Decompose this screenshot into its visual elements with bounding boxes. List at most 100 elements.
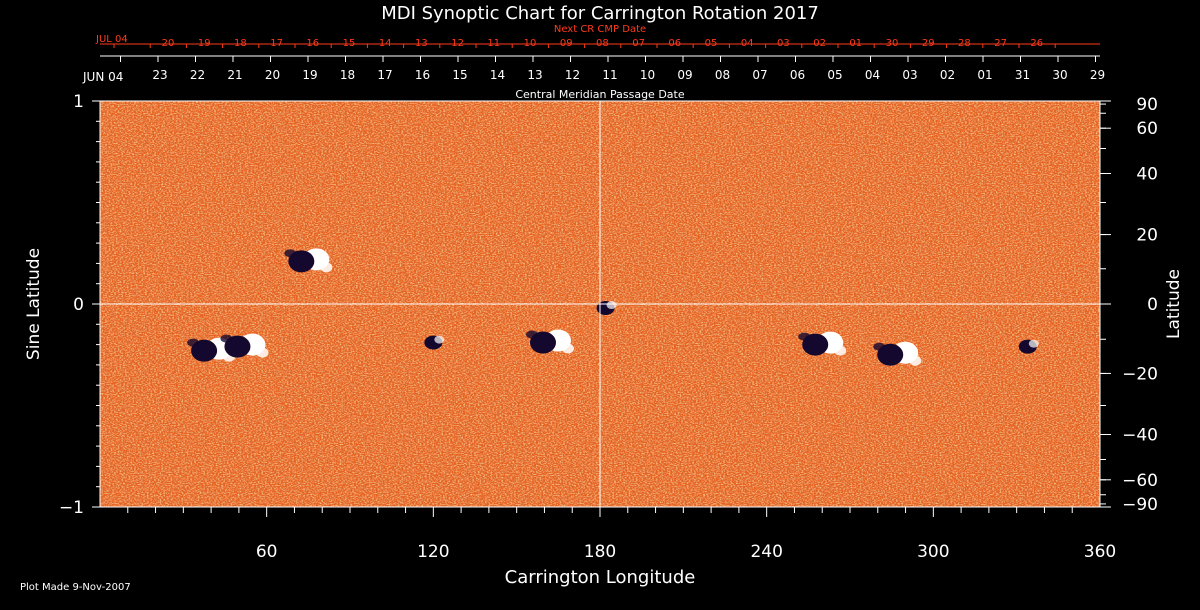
y-axis-label: Sine Latitude <box>24 248 44 360</box>
y-tick-label: −1 <box>59 498 84 518</box>
right-tick-label: 40 <box>1136 165 1158 185</box>
next-date-label: 06 <box>668 38 681 49</box>
positive-polarity-patch <box>1028 339 1039 348</box>
negative-polarity-patch <box>798 332 811 341</box>
next-date-label: 04 <box>741 38 754 49</box>
cmp-date-label: 22 <box>190 68 205 82</box>
right-tick-label: −20 <box>1122 364 1158 384</box>
x-tick-label: 360 <box>1084 542 1116 562</box>
cmp-date-label: 18 <box>340 68 355 82</box>
cmp-date-label: 19 <box>302 68 317 82</box>
cmp-date-label: 04 <box>865 68 880 82</box>
cmp-date-label: 07 <box>752 68 767 82</box>
cmp-date-label: 16 <box>415 68 430 82</box>
next-date-label: 11 <box>487 38 500 49</box>
cmp-date-label: 01 <box>977 68 992 82</box>
cmp-date-label: 20 <box>265 68 280 82</box>
sine-latitude-axis: 1 0 −1 <box>59 92 100 518</box>
right-tick-label: −60 <box>1122 471 1158 491</box>
next-date-label: 03 <box>777 38 790 49</box>
next-date-label: 18 <box>234 38 247 49</box>
cmp-date-label: 11 <box>602 68 617 82</box>
next-date-label: 10 <box>524 38 537 49</box>
cmp-date-label: 10 <box>640 68 655 82</box>
next-date-label: 28 <box>958 38 971 49</box>
negative-polarity-patch <box>220 334 233 343</box>
right-tick-label: 20 <box>1136 226 1158 246</box>
next-date-label: 19 <box>198 38 211 49</box>
cmp-start-label: JUN 04 <box>82 70 123 84</box>
positive-polarity-patch <box>256 347 269 358</box>
cmp-date-label: 05 <box>827 68 842 82</box>
x-axis-label: Carrington Longitude <box>505 567 696 588</box>
cmp-date-label: 09 <box>677 68 692 82</box>
active-region <box>1018 339 1039 354</box>
next-cmp-axis-label: Next CR CMP Date <box>554 24 646 35</box>
next-date-label: 17 <box>270 38 283 49</box>
next-date-label: 05 <box>705 38 718 49</box>
cmp-date-label: 23 <box>152 68 167 82</box>
next-date-label: 12 <box>451 38 464 49</box>
negative-polarity-patch <box>187 338 200 347</box>
negative-polarity-patch <box>526 330 538 339</box>
x-tick-label: 60 <box>256 542 278 562</box>
next-cmp-date-axis: JUL 04 20 19 18 17 16 15 14 13 12 11 10 09 08 07 06 05 04… <box>95 34 1100 49</box>
cmp-date-axis: JUN 04 23 22 21 20 19 18 17 16 15 14 13 12 11 10 09 08 07… <box>82 55 1105 84</box>
active-region <box>424 335 445 350</box>
negative-polarity-patch <box>284 249 297 258</box>
next-date-label: 09 <box>560 38 573 49</box>
y-tick-label: 0 <box>73 295 84 315</box>
right-axis-label: Latitude <box>1164 269 1184 339</box>
next-date-label: 15 <box>343 38 356 49</box>
negative-polarity-patch <box>873 342 886 351</box>
positive-polarity-patch <box>834 345 847 356</box>
x-tick-label: 240 <box>750 542 782 562</box>
cmp-date-label: 31 <box>1015 68 1030 82</box>
cmp-date-label: 29 <box>1090 68 1105 82</box>
cmp-axis-label: Central Meridian Passage Date <box>515 88 684 101</box>
next-date-label: 01 <box>849 38 862 49</box>
cmp-date-label: 30 <box>1052 68 1067 82</box>
cmp-date-label: 12 <box>565 68 580 82</box>
plot-made-note: Plot Made 9-Nov-2007 <box>20 582 131 593</box>
positive-polarity-patch <box>320 262 333 273</box>
x-tick-label: 300 <box>917 542 949 562</box>
next-date-label: 14 <box>379 38 392 49</box>
active-region <box>873 341 922 366</box>
active-region <box>220 333 269 358</box>
next-date-label: 30 <box>886 38 899 49</box>
cmp-date-label: 13 <box>527 68 542 82</box>
next-date-label: 26 <box>1030 38 1043 49</box>
active-region <box>526 329 574 354</box>
right-tick-label: 0 <box>1147 295 1158 315</box>
next-date-label: 07 <box>632 38 645 49</box>
next-date-label: 08 <box>596 38 609 49</box>
next-date-label: 02 <box>813 38 826 49</box>
active-region <box>798 331 847 356</box>
next-date-label: 29 <box>922 38 935 49</box>
cmp-date-label: 06 <box>790 68 805 82</box>
next-date-label: 20 <box>162 38 175 49</box>
longitude-axis: 60 120 180 240 300 360 <box>127 507 1116 562</box>
active-region <box>596 301 617 316</box>
positive-polarity-patch <box>606 301 617 310</box>
cmp-date-label: 08 <box>715 68 730 82</box>
next-date-label: 16 <box>306 38 319 49</box>
cmp-date-label: 03 <box>902 68 917 82</box>
right-tick-label: 90 <box>1136 95 1158 115</box>
positive-polarity-patch <box>434 335 445 344</box>
cmp-date-label: 02 <box>940 68 955 82</box>
right-tick-label: −90 <box>1122 495 1158 515</box>
next-start-label: JUL 04 <box>95 34 128 45</box>
positive-polarity-patch <box>562 343 574 354</box>
x-tick-label: 180 <box>584 542 616 562</box>
positive-polarity-patch <box>909 355 922 366</box>
next-date-label: 27 <box>994 38 1007 49</box>
right-tick-label: −40 <box>1122 425 1158 445</box>
right-tick-label: 60 <box>1136 119 1158 139</box>
cmp-date-label: 15 <box>452 68 467 82</box>
magnetogram-map <box>100 101 1100 507</box>
y-tick-label: 1 <box>73 92 84 112</box>
active-region <box>284 248 333 273</box>
next-date-label: 13 <box>415 38 428 49</box>
